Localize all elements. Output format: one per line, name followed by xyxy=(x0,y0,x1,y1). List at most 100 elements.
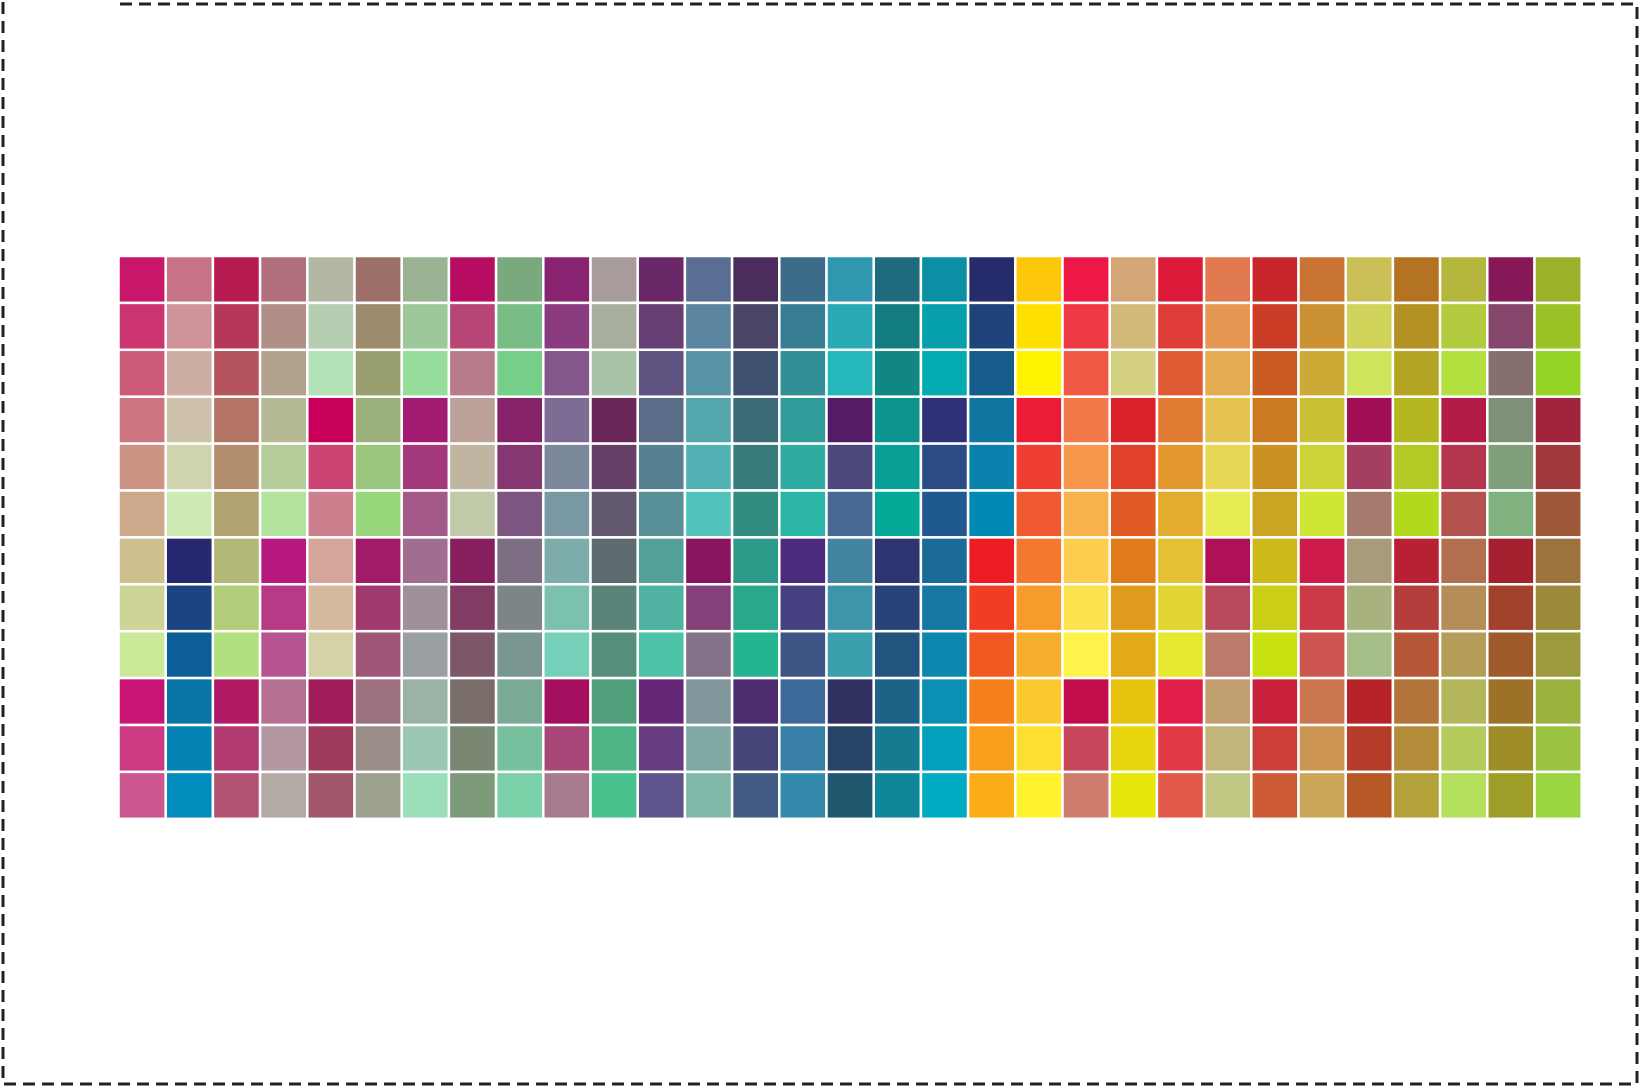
swatch xyxy=(306,395,356,445)
swatch xyxy=(730,348,781,398)
swatch xyxy=(636,536,687,586)
swatch xyxy=(117,395,167,445)
swatch xyxy=(1438,395,1489,445)
swatch xyxy=(1486,629,1536,680)
swatch xyxy=(778,629,828,680)
swatch xyxy=(636,348,687,398)
swatch xyxy=(164,301,215,352)
swatch xyxy=(117,536,167,586)
swatch xyxy=(353,723,403,774)
swatch xyxy=(1438,442,1489,492)
swatch xyxy=(589,723,639,774)
swatch xyxy=(164,254,215,305)
swatch xyxy=(825,442,875,492)
swatch xyxy=(636,723,687,774)
swatch xyxy=(1344,536,1395,586)
swatch xyxy=(1155,536,1206,586)
swatch xyxy=(164,348,215,398)
swatch xyxy=(353,583,403,633)
swatch xyxy=(1438,676,1489,727)
swatch xyxy=(447,395,498,445)
swatch xyxy=(211,489,262,539)
swatch xyxy=(211,301,262,352)
swatch xyxy=(1533,254,1583,305)
swatch xyxy=(730,770,781,821)
swatch xyxy=(872,676,923,727)
swatch xyxy=(1533,770,1583,821)
swatch xyxy=(872,254,923,305)
swatch xyxy=(1438,254,1489,305)
swatch xyxy=(778,395,828,445)
swatch xyxy=(1061,395,1111,445)
swatch xyxy=(1014,629,1064,680)
swatch xyxy=(1108,676,1159,727)
swatch xyxy=(1202,348,1253,398)
swatch xyxy=(730,301,781,352)
swatch xyxy=(683,629,734,680)
swatch xyxy=(306,442,356,492)
swatch xyxy=(1344,770,1395,821)
swatch xyxy=(164,536,215,586)
swatch xyxy=(353,301,403,352)
swatch xyxy=(1391,536,1442,586)
swatch xyxy=(1486,583,1536,633)
swatch xyxy=(825,348,875,398)
swatch xyxy=(919,583,970,633)
swatch xyxy=(494,301,545,352)
swatch xyxy=(919,442,970,492)
swatch xyxy=(1014,723,1064,774)
swatch xyxy=(1061,489,1111,539)
swatch xyxy=(258,348,309,398)
swatch xyxy=(1533,301,1583,352)
swatch xyxy=(872,583,923,633)
swatch xyxy=(1533,536,1583,586)
swatch xyxy=(1155,770,1206,821)
swatch xyxy=(730,489,781,539)
swatch xyxy=(636,442,687,492)
swatch xyxy=(1533,395,1583,445)
swatch xyxy=(1297,770,1347,821)
swatch xyxy=(589,489,639,539)
swatch xyxy=(636,629,687,680)
swatch xyxy=(966,770,1017,821)
swatch xyxy=(306,301,356,352)
swatch xyxy=(1533,348,1583,398)
swatch xyxy=(1391,770,1442,821)
swatch xyxy=(494,629,545,680)
swatch xyxy=(778,583,828,633)
swatch xyxy=(966,395,1017,445)
swatch xyxy=(1250,301,1300,352)
swatch xyxy=(966,583,1017,633)
swatch xyxy=(1533,723,1583,774)
swatch xyxy=(211,583,262,633)
swatch xyxy=(1108,770,1159,821)
swatch xyxy=(494,723,545,774)
swatch xyxy=(1344,301,1395,352)
swatch xyxy=(966,676,1017,727)
swatch xyxy=(1155,395,1206,445)
swatch xyxy=(1250,676,1300,727)
swatch xyxy=(683,348,734,398)
swatch xyxy=(306,348,356,398)
swatch xyxy=(1297,254,1347,305)
swatch xyxy=(1061,629,1111,680)
swatch xyxy=(1061,348,1111,398)
swatch xyxy=(542,395,592,445)
swatch xyxy=(872,536,923,586)
swatch xyxy=(825,723,875,774)
swatch xyxy=(258,536,309,586)
swatch xyxy=(211,442,262,492)
swatch xyxy=(353,254,403,305)
swatch xyxy=(353,676,403,727)
swatch xyxy=(919,536,970,586)
swatch xyxy=(1155,254,1206,305)
swatch xyxy=(1391,442,1442,492)
swatch xyxy=(1297,583,1347,633)
swatch xyxy=(683,676,734,727)
swatch xyxy=(494,395,545,445)
swatch xyxy=(211,536,262,586)
swatch xyxy=(1533,442,1583,492)
swatch xyxy=(919,723,970,774)
swatch xyxy=(825,254,875,305)
